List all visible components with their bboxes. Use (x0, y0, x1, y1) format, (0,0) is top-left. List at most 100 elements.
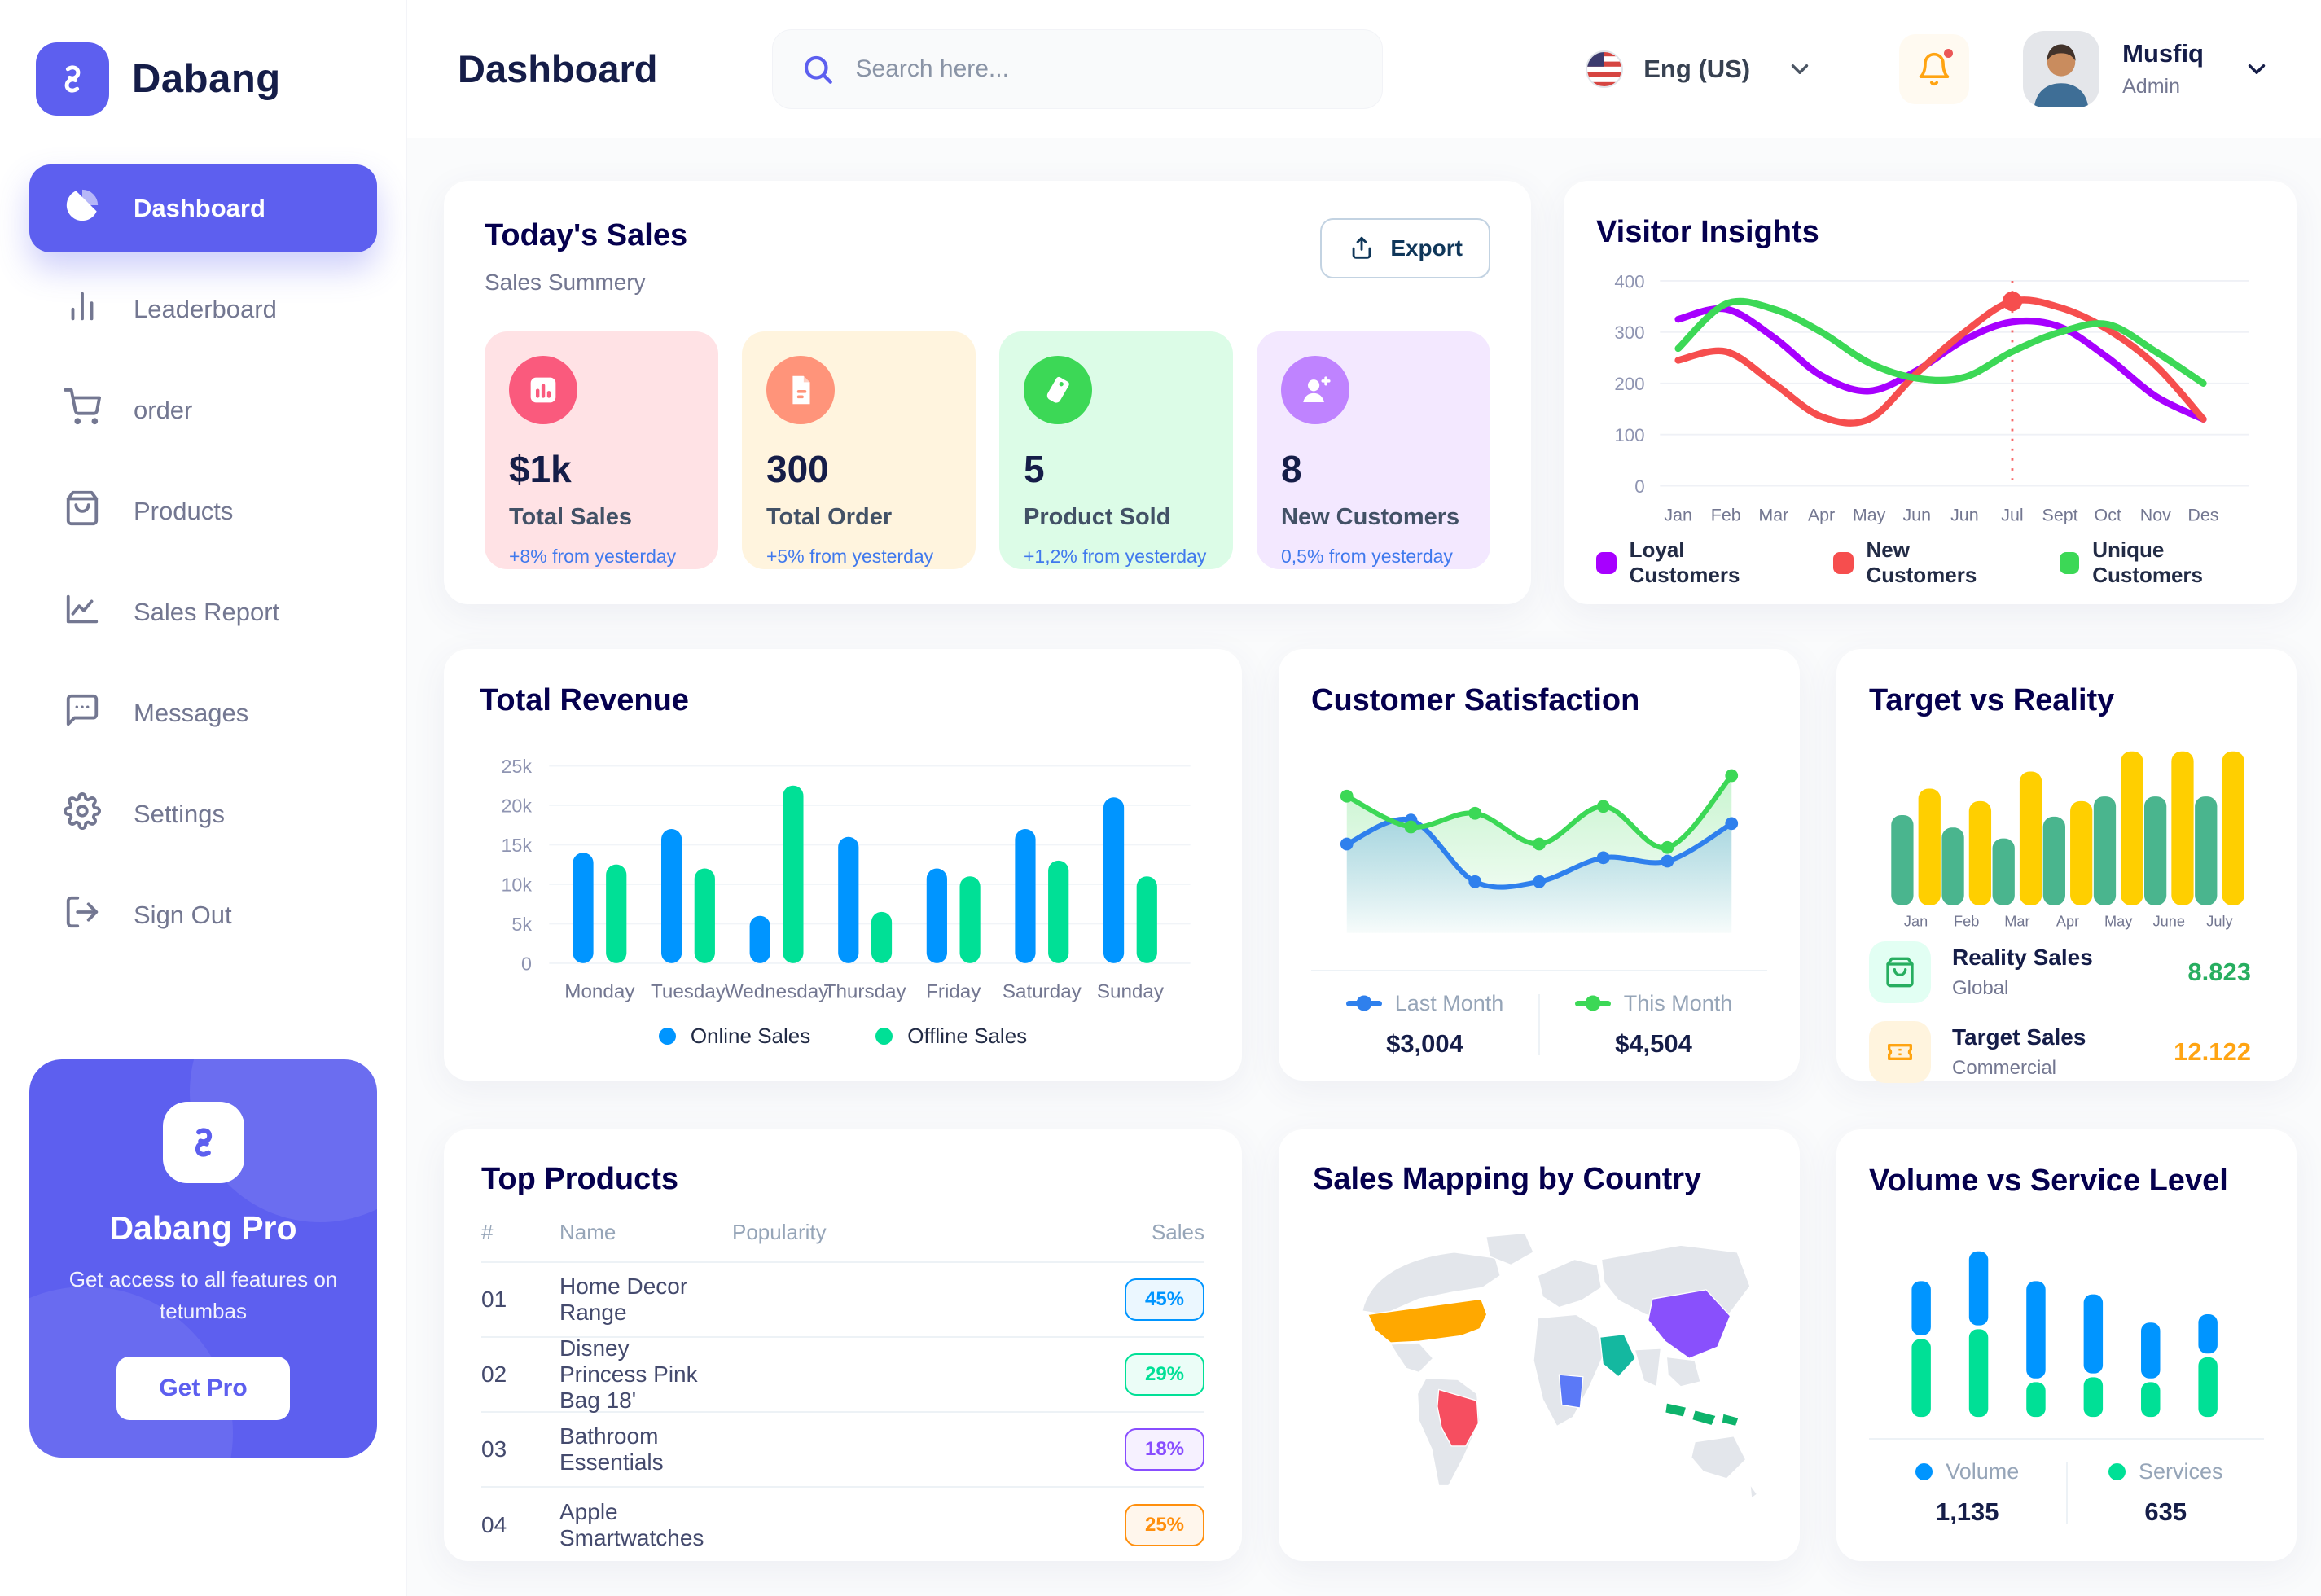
dabang-pro-icon (162, 1102, 244, 1183)
top-products-card: Top Products # Name Popularity Sales 01 … (444, 1129, 1242, 1561)
stats-row: $1k Total Sales +8% from yesterday 300 T… (485, 331, 1490, 569)
todays-sales-card: Today's Sales Sales Summery Export (444, 181, 1531, 604)
user-role: Admin (2122, 75, 2180, 98)
todays-sales-title: Today's Sales (485, 218, 688, 252)
top-products-table: # Name Popularity Sales 01 Home Decor Ra… (481, 1197, 1204, 1563)
chat-icon (64, 691, 101, 735)
country-china (1648, 1289, 1731, 1359)
content: Today's Sales Sales Summery Export (407, 138, 2321, 1561)
volume-total: 1,135 (1935, 1497, 1999, 1526)
gear-icon (64, 792, 102, 836)
new-customers-swatch (1832, 551, 1854, 574)
svg-text:Sunday: Sunday (1097, 981, 1165, 1003)
customer-satisfaction-card: Customer Satisfaction Last Month $3,004 … (1279, 649, 1800, 1081)
sales-mapping-title: Sales Mapping by Country (1313, 1162, 1702, 1196)
region-europe (1537, 1258, 1603, 1309)
notification-dot (1941, 46, 1956, 60)
country-brazil (1437, 1388, 1479, 1447)
sales-mapping-card: Sales Mapping by Country (1279, 1129, 1800, 1561)
sidebar-item-settings[interactable]: Settings (29, 770, 377, 858)
bar-chart-circle-icon (509, 356, 577, 424)
stat-total-sales: $1k Total Sales +8% from yesterday (485, 331, 718, 569)
country-canada (1362, 1252, 1501, 1315)
search-icon (804, 55, 832, 84)
reality-sales-value: 8.823 (2187, 958, 2251, 987)
svg-text:Monday: Monday (564, 981, 635, 1003)
svg-text:Jul: Jul (2001, 505, 2023, 524)
target-vs-reality-card: Target vs Reality Jan Feb Mar Apr May June Jul… (1836, 649, 2297, 1084)
country-saudi-arabia (1599, 1333, 1636, 1378)
country-new-zealand (1749, 1484, 1758, 1499)
sales-badge: 29% (1125, 1353, 1204, 1396)
sidebar-item-sales-report[interactable]: Sales Report (29, 568, 377, 656)
country-india (1634, 1348, 1662, 1388)
world-map (1362, 1232, 1758, 1499)
this-month-value: $4,504 (1615, 1028, 1692, 1058)
divider (1869, 1437, 2264, 1440)
loyal-customers-swatch (1596, 551, 1617, 574)
sidebar-item-order[interactable]: order (29, 366, 377, 454)
sidebar-item-leaderboard[interactable]: Leaderboard (29, 265, 377, 353)
visitor-insights-card: Visitor Insights 0 100 200 300 400 Jan Feb Mar A… (1564, 181, 2297, 604)
svg-text:10k: 10k (501, 875, 532, 896)
table-row[interactable]: 04 Apple Smartwatches 25% (481, 1488, 1204, 1563)
topbar: Dashboard (407, 0, 2321, 138)
svg-text:Feb: Feb (1711, 505, 1741, 524)
cart-icon (64, 388, 102, 432)
table-row[interactable]: 03 Bathroom Essentials 18% (481, 1413, 1204, 1488)
country-mexico (1389, 1342, 1434, 1374)
app-name: Dabang (132, 57, 281, 101)
volume-vs-service-title: Volume vs Service Level (1869, 1164, 2228, 1198)
svg-text:25k: 25k (501, 756, 532, 777)
user-name: Musfiq (2122, 39, 2204, 68)
target-vs-reality-title: Target vs Reality (1869, 683, 2115, 717)
services-dot (2108, 1462, 2126, 1480)
sales-badge: 25% (1125, 1504, 1204, 1546)
search-bar[interactable] (771, 28, 1383, 109)
sales-badge: 18% (1125, 1428, 1204, 1471)
visitor-insights-legend: Loyal Customers New Customers Unique Cus… (1596, 537, 2264, 588)
svg-text:Nov: Nov (2140, 505, 2171, 524)
svg-text:5k: 5k (511, 914, 532, 935)
visitor-insights-chart: 0 100 200 300 400 Jan Feb Mar Apr May Jun Jun Jul Sep… (1596, 258, 2264, 531)
svg-text:Thursday: Thursday (824, 981, 907, 1003)
pro-description: Get access to all features on tetumbas (68, 1267, 338, 1323)
table-header: # Name Popularity Sales (481, 1197, 1204, 1263)
online-sales-dot (658, 1027, 676, 1045)
sidebar: Dabang Dashboard Leaderboard (0, 0, 407, 1596)
sign-out-icon (64, 893, 101, 937)
search-input[interactable] (853, 54, 1354, 84)
language-selector[interactable]: Eng (US) (1585, 50, 1814, 89)
offline-sales-dot (875, 1027, 893, 1045)
customer-satisfaction-legend: Last Month $3,004 This Month $4,504 (1311, 991, 1767, 1059)
svg-text:15k: 15k (501, 835, 532, 856)
top-products-title: Top Products (481, 1162, 679, 1196)
language-label: Eng (US) (1643, 54, 1751, 83)
notification-bell[interactable] (1899, 33, 1970, 104)
pro-card: Dabang Pro Get access to all features on… (29, 1059, 377, 1458)
country-dr-congo (1558, 1374, 1584, 1409)
table-row[interactable]: 02 Disney Princess Pink Bag 18' 29% (481, 1335, 1204, 1413)
total-revenue-chart: 0 5k 10k 15k 20k 25k Monday Tuesday Wednesday Thu… (480, 726, 1206, 1019)
user-menu[interactable]: Musfiq Admin (2023, 30, 2271, 107)
sidebar-item-dashboard[interactable]: Dashboard (29, 164, 377, 252)
chevron-down-icon (2248, 64, 2266, 74)
total-revenue-title: Total Revenue (480, 683, 689, 717)
sidebar-item-messages[interactable]: Messages (29, 669, 377, 757)
sidebar-menu: Dashboard Leaderboard order (29, 164, 377, 959)
stat-total-order: 300 Total Order +5% from yesterday (742, 331, 976, 569)
user-plus-icon (1281, 356, 1349, 424)
get-pro-button[interactable]: Get Pro (116, 1357, 290, 1420)
volume-dot (1915, 1462, 1933, 1480)
divider (2065, 1462, 2068, 1524)
sidebar-item-sign-out[interactable]: Sign Out (29, 871, 377, 959)
tag-icon (1024, 356, 1092, 424)
this-month-marker (1574, 995, 1611, 1011)
bar-chart-icon (64, 287, 101, 331)
export-button[interactable]: Export (1320, 218, 1490, 278)
sidebar-item-products[interactable]: Products (29, 467, 377, 555)
svg-text:Tuesday: Tuesday (651, 981, 726, 1003)
chevron-down-icon (1791, 64, 1809, 74)
table-row[interactable]: 01 Home Decor Range 45% (481, 1263, 1204, 1338)
